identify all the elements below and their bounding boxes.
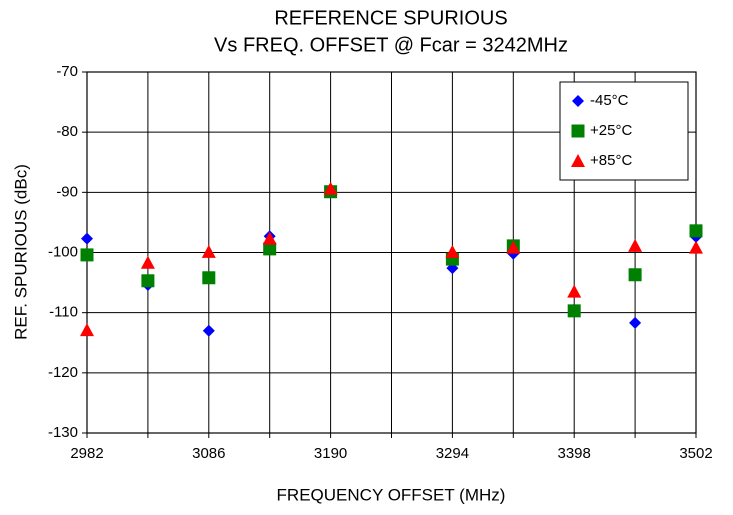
marker bbox=[689, 224, 703, 238]
x-tick-label: 3190 bbox=[314, 445, 347, 462]
marker bbox=[202, 324, 215, 337]
y-tick-label: -110 bbox=[49, 304, 78, 321]
marker bbox=[262, 231, 277, 245]
x-axis-title: FREQUENCY OFFSET (MHz) bbox=[277, 485, 506, 504]
marker bbox=[572, 95, 584, 107]
legend-label: +25°C bbox=[590, 122, 632, 139]
marker bbox=[201, 244, 216, 258]
x-tick-label: 2982 bbox=[70, 445, 103, 462]
x-tick-label: 3294 bbox=[436, 445, 469, 462]
y-tick-label: -70 bbox=[56, 63, 78, 80]
marker bbox=[628, 268, 642, 282]
marker bbox=[140, 255, 155, 269]
marker bbox=[323, 181, 338, 195]
marker bbox=[80, 323, 94, 337]
y-tick-label: -120 bbox=[48, 364, 78, 381]
x-tick-label: 3086 bbox=[192, 445, 225, 462]
marker bbox=[629, 316, 642, 329]
marker bbox=[141, 274, 155, 288]
chart-title: REFERENCE SPURIOUS bbox=[274, 7, 507, 29]
marker bbox=[81, 232, 93, 245]
y-tick-label: -80 bbox=[56, 123, 78, 140]
marker bbox=[571, 154, 585, 167]
marker bbox=[506, 240, 521, 254]
y-axis-title: REF. SPURIOUS (dBc) bbox=[11, 164, 30, 340]
marker bbox=[571, 124, 585, 138]
marker bbox=[628, 238, 643, 252]
marker bbox=[263, 242, 277, 256]
y-tick-label: -130 bbox=[48, 424, 78, 441]
marker bbox=[202, 271, 216, 285]
y-tick-label: -90 bbox=[56, 183, 78, 200]
legend-label: +85°C bbox=[590, 152, 632, 169]
x-tick-label: 3398 bbox=[558, 445, 591, 462]
marker bbox=[567, 284, 582, 298]
x-tick-label: 3502 bbox=[679, 445, 712, 462]
chart-subtitle: Vs FREQ. OFFSET @ Fcar = 3242MHz bbox=[214, 34, 568, 56]
legend-label: -45°C bbox=[590, 92, 629, 109]
marker bbox=[80, 248, 94, 262]
marker bbox=[445, 244, 460, 258]
marker bbox=[689, 240, 703, 254]
y-tick-label: -100 bbox=[48, 243, 78, 260]
marker bbox=[567, 304, 581, 318]
